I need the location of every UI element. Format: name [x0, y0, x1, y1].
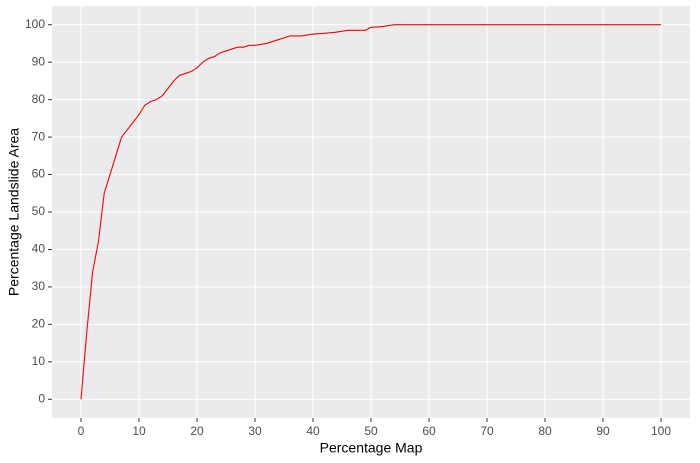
x-tick-label: 70	[480, 424, 494, 438]
x-tick-label: 20	[190, 424, 204, 438]
y-tick-label: 90	[32, 54, 46, 68]
y-tick-label: 10	[32, 354, 46, 368]
y-tick-label: 20	[32, 317, 46, 331]
y-tick-label: 70	[32, 129, 46, 143]
y-axis-title: Percentage Landslide Area	[6, 128, 22, 296]
x-tick-label: 30	[248, 424, 262, 438]
y-tick-label: 60	[32, 167, 46, 181]
x-tick-label: 0	[78, 424, 85, 438]
x-tick-label: 40	[306, 424, 320, 438]
line	[80, 24, 661, 400]
x-tick-label: 10	[132, 424, 146, 438]
y-tick-label: 40	[32, 242, 46, 256]
y-tick-label: 80	[32, 92, 46, 106]
y-tick-label: 30	[32, 279, 46, 293]
x-tick-label: 90	[596, 424, 610, 438]
y-tick-label: 100	[25, 17, 45, 31]
x-tick-label: 100	[651, 424, 671, 438]
x-tick-label: 50	[364, 424, 378, 438]
y-tick-label: 50	[32, 204, 46, 218]
y-tick-label: 0	[38, 391, 45, 405]
x-tick-label: 60	[422, 424, 436, 438]
x-axis-title: Percentage Map	[320, 440, 423, 456]
x-tick-label: 80	[538, 424, 552, 438]
